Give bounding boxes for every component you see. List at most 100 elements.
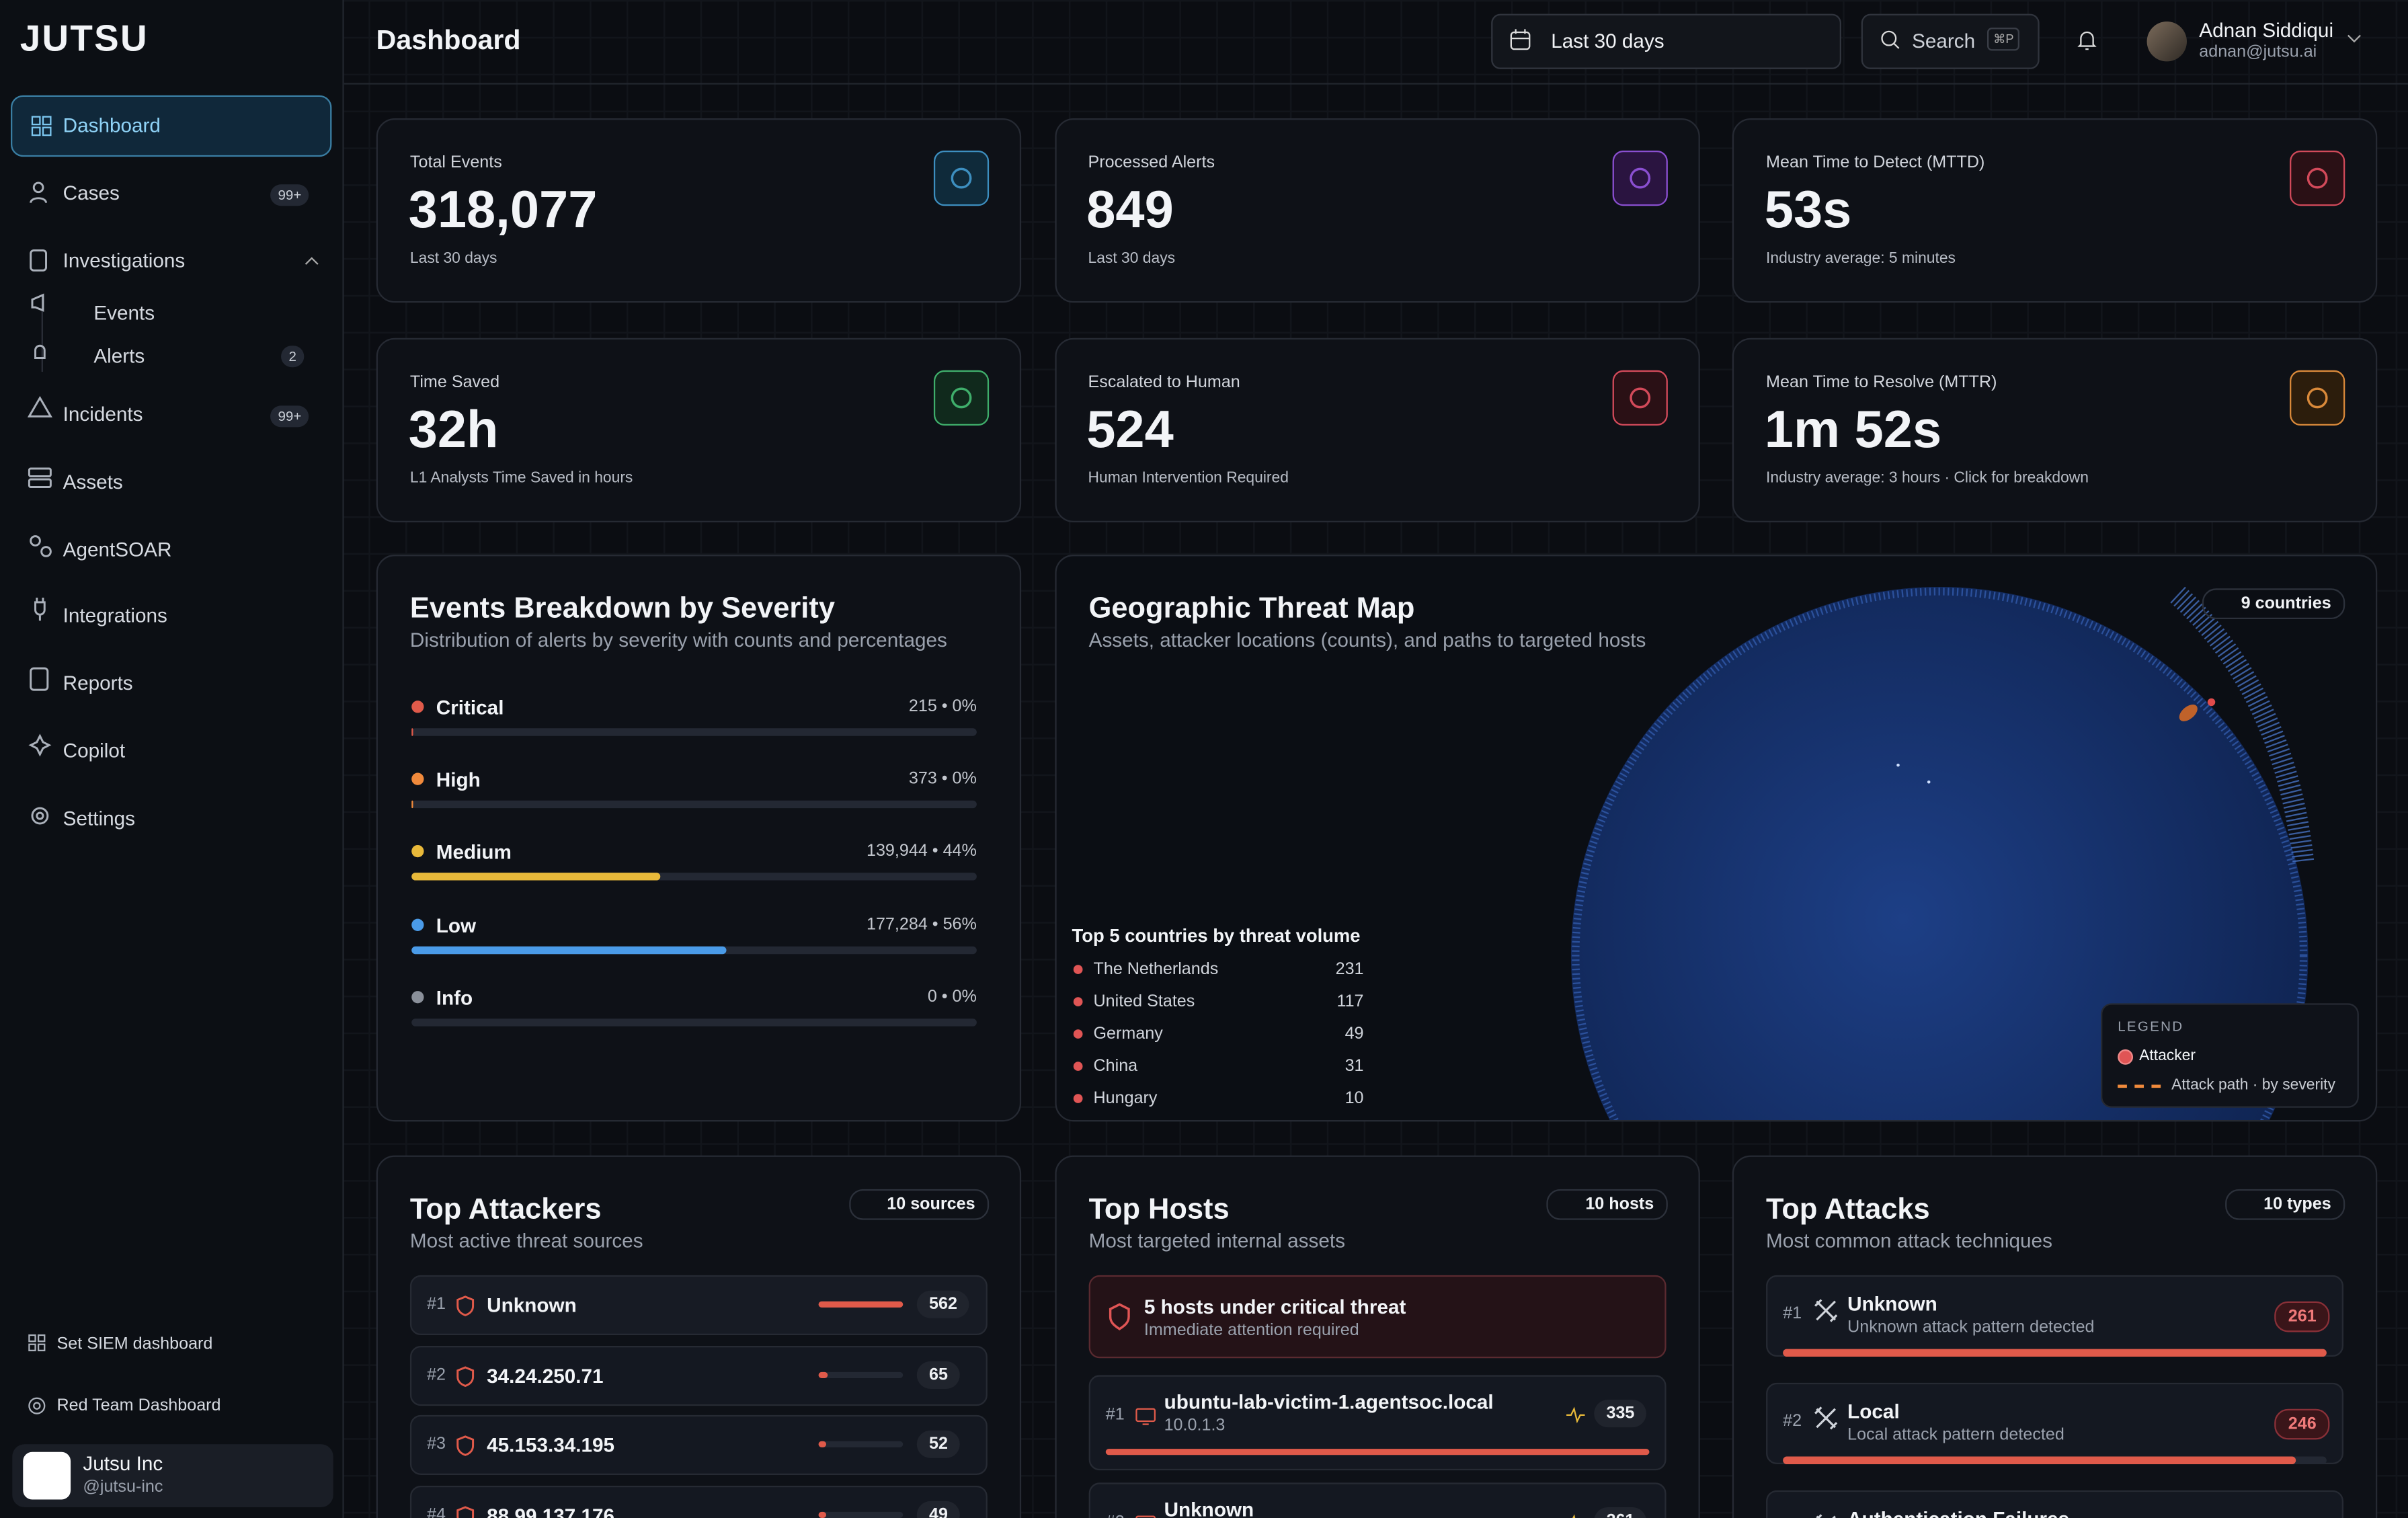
icon <box>1814 1298 1839 1330</box>
nav-item[interactable]: AgentSOAR <box>63 537 172 561</box>
icon <box>1565 1512 1587 1518</box>
chevron[interactable] <box>2345 31 2363 46</box>
severity-name[interactable]: Critical <box>436 696 504 719</box>
stat-card: Time Saved 32h L1 Analysts Time Saved in h… <box>376 337 1022 522</box>
badge: 10 hosts <box>1547 1189 1668 1220</box>
stat-label: Escalated to Human <box>1088 372 1240 391</box>
nav-active <box>10 95 332 157</box>
alert-box: 5 hosts under critical threat Immediate … <box>1088 1275 1667 1359</box>
avatar[interactable] <box>2146 21 2187 62</box>
search-box[interactable] <box>1861 13 2040 69</box>
attacker-bar <box>818 1441 827 1447</box>
attack-name: Local <box>1847 1399 1900 1423</box>
country-dot <box>1073 997 1083 1006</box>
hosts-card: Top Hosts Most targeted internal assets … <box>1055 1155 1700 1518</box>
nav-item[interactable]: Incidents <box>63 402 143 426</box>
count-pill: 52 <box>916 1430 961 1458</box>
search-label: Search <box>1912 29 1976 52</box>
attack-bar <box>1783 1456 2296 1464</box>
stat-value: 524 <box>1086 400 1174 459</box>
severity-track <box>411 945 977 954</box>
severity-name[interactable]: Info <box>436 986 473 1010</box>
card-subtitle: Most active threat sources <box>409 1229 643 1252</box>
nav-item[interactable]: Integrations <box>63 604 167 627</box>
attacker-row[interactable]: #4 88.99.137.176 49 <box>409 1484 988 1518</box>
attacker-row[interactable]: #2 34.24.250.71 65 <box>409 1345 988 1405</box>
nav-item[interactable]: Settings <box>63 806 135 830</box>
attacker-name: 45.153.34.195 <box>487 1433 615 1457</box>
nav-item[interactable]: Events <box>93 301 155 325</box>
map-card: Geographic Threat Map Assets, attacker l… <box>1055 555 2378 1122</box>
nav-item[interactable]: Reports <box>63 671 133 695</box>
nav-item[interactable]: Investigations <box>63 249 186 272</box>
icon <box>1135 1406 1156 1433</box>
page-title: Dashboard <box>376 24 521 56</box>
badge: 9 countries <box>2202 588 2345 620</box>
stat-card: Processed Alerts 849 Last 30 days <box>1054 118 1699 303</box>
stat-note: Industry average: 5 minutes <box>1766 250 1956 268</box>
date-picker[interactable] <box>1491 13 1841 69</box>
org-name: Jutsu Inc <box>83 1451 163 1475</box>
shortcut: ⌘P <box>1987 28 2020 51</box>
severity-card: Events Breakdown by Severity Distributio… <box>376 555 1022 1122</box>
rank: #2 <box>1783 1412 1802 1431</box>
severity-dot <box>411 918 424 931</box>
card-subtitle: Most targeted internal assets <box>1088 1229 1345 1252</box>
severity-name[interactable]: High <box>436 768 481 792</box>
attack-desc: Unknown attack pattern detected <box>1847 1318 2095 1337</box>
nav-item[interactable]: Dashboard <box>63 114 161 137</box>
host-ip: 10.0.1.3 <box>1164 1416 1226 1435</box>
severity-label: 0 • 0% <box>927 988 977 1006</box>
footer-link[interactable]: Set SIEM dashboard <box>56 1335 213 1354</box>
stat-value: 1m 52s <box>1764 400 1942 459</box>
severity-label: 215 • 0% <box>908 697 977 716</box>
bell-icon[interactable] <box>2075 28 2099 52</box>
attacker-name: 34.24.250.71 <box>487 1363 604 1387</box>
icon <box>456 1505 475 1518</box>
attack-row[interactable]: #2 Local Local attack pattern detected 246 <box>1766 1382 2343 1464</box>
nav-icons <box>28 182 52 825</box>
legend-item: Attack path · by severity <box>2171 1077 2335 1094</box>
date-range: Last 30 days <box>1551 29 1664 52</box>
attack-desc: Local attack pattern detected <box>1847 1425 2064 1445</box>
country-count: 31 <box>1345 1057 1364 1076</box>
attack-row[interactable]: #1 Unknown Unknown attack pattern detected… <box>1766 1275 2343 1357</box>
attacker-bar <box>818 1371 829 1377</box>
stat-note: Human Intervention Required <box>1088 469 1289 487</box>
stat-label: Processed Alerts <box>1088 153 1215 172</box>
severity-bar <box>411 945 727 954</box>
nav-item[interactable]: Alerts <box>93 344 145 368</box>
nav-item[interactable]: Copilot <box>63 739 126 762</box>
country-count: 10 <box>1345 1089 1364 1108</box>
top-title: Top 5 countries by threat volume <box>1072 924 1361 947</box>
attack-bar <box>1783 1349 2327 1357</box>
host-row[interactable]: #1 ubuntu-lab-victim-1.agentsoc.local 10.0… <box>1088 1375 1667 1471</box>
count-pill: 65 <box>916 1360 961 1388</box>
stat-icon <box>933 150 990 206</box>
rank: #4 <box>427 1505 446 1518</box>
host-row[interactable]: #2 Unknown 261 <box>1088 1482 1667 1518</box>
footer-link[interactable]: Red Team Dashboard <box>56 1396 221 1415</box>
card-subtitle: Most common attack techniques <box>1766 1229 2052 1252</box>
severity-track <box>411 1018 977 1027</box>
attack-row[interactable]: Authentication Failures <box>1766 1490 2343 1518</box>
country-name: United States <box>1093 992 1195 1011</box>
nav-item[interactable]: Assets <box>63 470 123 493</box>
rank: #1 <box>1105 1406 1125 1425</box>
severity-dot <box>411 772 424 786</box>
severity-name[interactable]: Medium <box>436 841 512 865</box>
legend-item: Attacker <box>2139 1047 2196 1065</box>
attacker-row[interactable]: #3 45.153.34.195 52 <box>409 1414 988 1475</box>
count-pill: 261 <box>1594 1507 1647 1518</box>
severity-name[interactable]: Low <box>436 913 477 937</box>
attack-track <box>1783 1349 2327 1357</box>
severity-track <box>411 801 977 809</box>
nav-item[interactable]: Cases <box>63 181 120 204</box>
country-dot <box>1073 965 1083 974</box>
alert-title: 5 hosts under critical threat <box>1143 1295 1406 1318</box>
attack-name: Authentication Failures <box>1847 1507 2069 1518</box>
attacker-row[interactable]: #1 Unknown 562 <box>409 1275 988 1336</box>
stat-card: Mean Time to Detect (MTTD) 53s Industry av… <box>1732 118 2378 303</box>
icon <box>1565 1404 1587 1432</box>
stat-card: Total Events 318,077 Last 30 days <box>376 118 1022 303</box>
